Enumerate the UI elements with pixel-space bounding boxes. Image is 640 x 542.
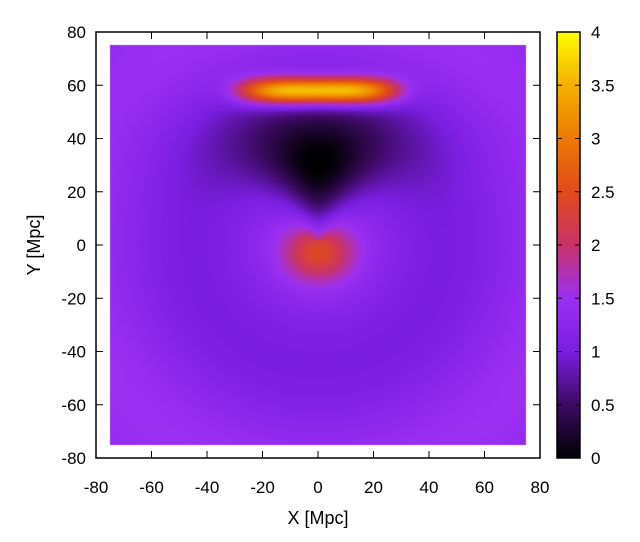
x-tick-label: 80 xyxy=(531,478,550,497)
colorbar-tick-label: 3 xyxy=(591,130,600,149)
y-tick-label: 40 xyxy=(67,130,86,149)
x-tick-label: -40 xyxy=(195,478,220,497)
x-axis-ticks: -80 -60 -40 -20 0 20 40 60 80 xyxy=(84,32,550,497)
colorbar-tick-label: 0.5 xyxy=(591,396,615,415)
y-tick-label: 20 xyxy=(67,183,86,202)
y-tick-label: -40 xyxy=(61,343,86,362)
x-tick-label: 40 xyxy=(420,478,439,497)
y-tick-label: -80 xyxy=(61,449,86,468)
colorbar-tick-label: 2 xyxy=(591,236,600,255)
x-tick-label: -80 xyxy=(84,478,109,497)
colorbar-tick-label: 4 xyxy=(591,23,600,42)
x-tick-label: 0 xyxy=(313,478,322,497)
colorbar-tick-label: 1.5 xyxy=(591,289,615,308)
x-tick-label: 20 xyxy=(364,478,383,497)
y-axis-title: Y [Mpc] xyxy=(24,215,44,276)
y-tick-label: 60 xyxy=(67,76,86,95)
colorbar-tick-label: 1 xyxy=(591,343,600,362)
x-tick-label: -60 xyxy=(139,478,164,497)
y-axis-ticks: -80 -60 -40 -20 0 20 40 60 80 xyxy=(61,23,540,468)
y-tick-label: -60 xyxy=(61,396,86,415)
x-tick-label: 60 xyxy=(475,478,494,497)
colorbar-ticks: 0 0.5 1 1.5 2 2.5 3 3.5 4 xyxy=(557,23,615,468)
colorbar-tick-label: 3.5 xyxy=(591,76,615,95)
colorbar-tick-label: 0 xyxy=(591,449,600,468)
y-tick-label: 0 xyxy=(77,236,86,255)
x-axis-title: X [Mpc] xyxy=(287,508,348,528)
x-tick-label: -20 xyxy=(250,478,275,497)
y-tick-label: -20 xyxy=(61,289,86,308)
colorbar-tick-label: 2.5 xyxy=(591,183,615,202)
y-tick-label: 80 xyxy=(67,23,86,42)
